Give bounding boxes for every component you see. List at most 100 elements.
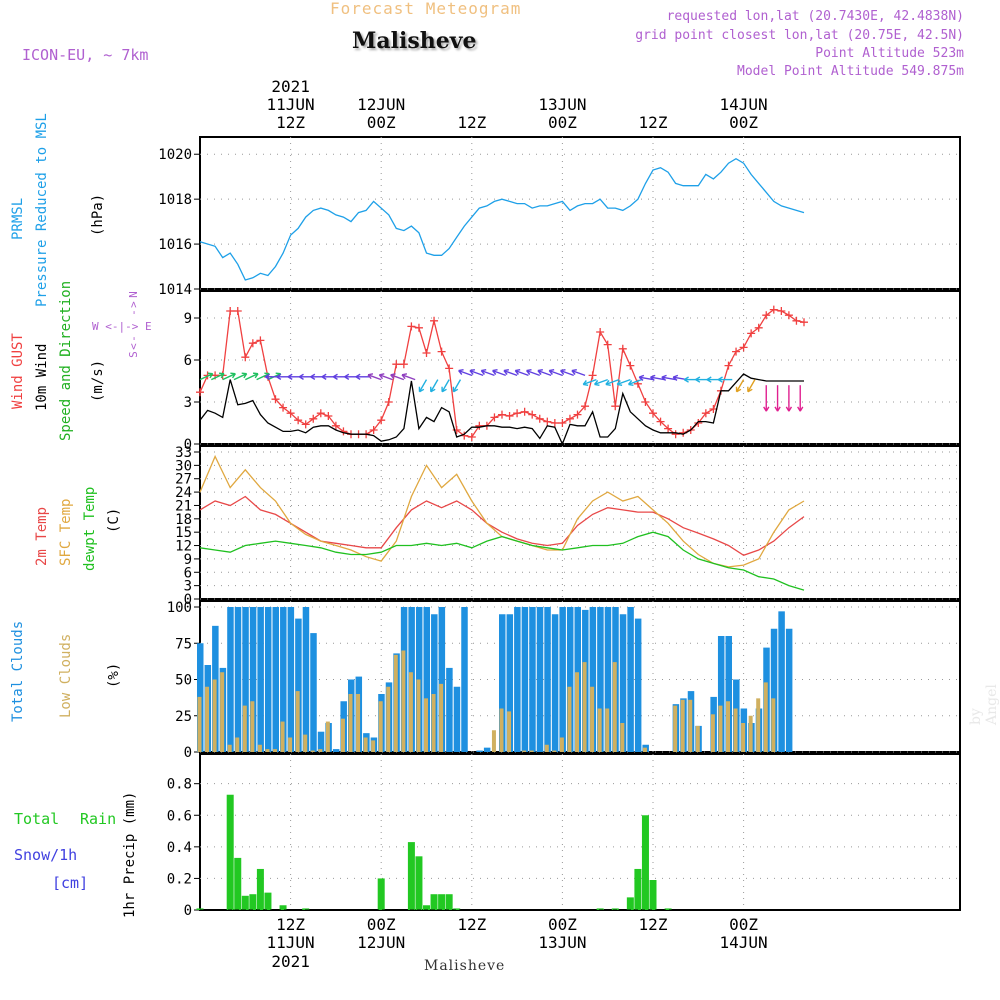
wind-arrow-head bbox=[503, 368, 509, 375]
wind-arrow-head bbox=[717, 376, 723, 383]
total-cloud-bar bbox=[446, 667, 453, 752]
total-cloud-bar bbox=[619, 614, 627, 752]
y-tick-label: 0.6 bbox=[167, 808, 192, 824]
gust-marker bbox=[384, 398, 393, 406]
low-cloud-bar bbox=[439, 683, 444, 752]
gust-marker bbox=[649, 409, 657, 418]
wind-arrow-head bbox=[452, 386, 459, 393]
y-tick-label: 25 bbox=[175, 709, 192, 725]
y-tick-label: 0.8 bbox=[167, 777, 192, 793]
low-cloud-bar bbox=[295, 691, 300, 752]
bottom-hour-label: 00Z bbox=[548, 915, 577, 934]
total-cloud-bar bbox=[717, 636, 725, 752]
rain-bar bbox=[241, 895, 249, 910]
low-cloud-bar bbox=[205, 686, 210, 752]
rain-bar bbox=[430, 894, 438, 910]
low-cloud-bar bbox=[212, 679, 217, 752]
temp-dew-label: dewpt Temp bbox=[82, 486, 98, 571]
wind-arrow bbox=[256, 373, 270, 381]
total-cloud-bar bbox=[529, 607, 536, 752]
wind-arrow-head bbox=[514, 368, 521, 375]
wind-arrow bbox=[390, 374, 405, 381]
low-cloud-bar bbox=[386, 686, 391, 752]
low-cloud-bar bbox=[718, 705, 723, 752]
gust-marker bbox=[618, 344, 627, 353]
total-cloud-bar bbox=[249, 607, 257, 752]
y-tick-label: 0 bbox=[184, 903, 192, 919]
wind-arrow-head bbox=[401, 373, 408, 380]
wind-arrow bbox=[441, 379, 450, 393]
gust-marker bbox=[301, 420, 310, 429]
gust-marker bbox=[671, 430, 680, 439]
gust-marker bbox=[422, 349, 431, 357]
top-hour-label: 00Z bbox=[367, 113, 396, 132]
footer-location: Malisheve bbox=[424, 958, 506, 974]
gust-marker bbox=[316, 409, 325, 418]
bottom-date-label: 13JUN bbox=[538, 933, 586, 952]
wind-arrow-head bbox=[378, 373, 385, 380]
series-line-10m-wind bbox=[199, 373, 804, 446]
gust-marker bbox=[377, 416, 386, 425]
low-cloud-bar bbox=[748, 715, 753, 752]
gust-marker bbox=[762, 311, 771, 320]
low-cloud-bar bbox=[424, 698, 428, 752]
low-cloud-bar bbox=[612, 662, 617, 752]
low-cloud-bar bbox=[250, 701, 255, 752]
gust-marker bbox=[392, 360, 401, 369]
bottom-hour-label: 12Z bbox=[639, 915, 668, 934]
rain-bar bbox=[226, 794, 234, 910]
total-cloud-bar bbox=[597, 607, 604, 752]
low-cloud-bar bbox=[620, 723, 625, 752]
gust-marker bbox=[445, 364, 454, 373]
gust-marker bbox=[520, 407, 529, 416]
gust-marker bbox=[498, 410, 506, 419]
gust-marker bbox=[792, 316, 801, 325]
wind-arrow bbox=[537, 369, 552, 377]
rain-bar bbox=[611, 908, 619, 910]
snow-label: Snow/1h bbox=[14, 846, 78, 864]
wind-arrow-head bbox=[706, 376, 712, 383]
low-cloud-bar bbox=[273, 749, 277, 752]
wind-arrow-head bbox=[355, 373, 361, 380]
wind-arrow bbox=[401, 374, 416, 381]
y-tick-label: 50 bbox=[175, 673, 192, 689]
low-cloud-bar bbox=[325, 721, 330, 752]
gust-marker bbox=[573, 410, 582, 419]
wind-arrow-head bbox=[571, 368, 577, 375]
series-line-prmsl bbox=[199, 157, 805, 281]
wind-arrow bbox=[367, 374, 382, 381]
wind-arrow bbox=[515, 369, 529, 377]
low-cloud-bar bbox=[763, 682, 768, 752]
wind-arrow-head bbox=[616, 380, 623, 387]
total-cloud-bar bbox=[521, 607, 529, 752]
bottom-hour-label: 00Z bbox=[729, 915, 758, 934]
total-cloud-bar bbox=[476, 750, 483, 752]
total-cloud-bar bbox=[272, 607, 279, 752]
wind-unit: (m/s) bbox=[90, 359, 106, 402]
rain-bar bbox=[438, 894, 446, 910]
wind-arrow bbox=[571, 369, 586, 377]
low-cloud-bar bbox=[242, 705, 247, 752]
rain-bar bbox=[196, 908, 204, 910]
cloud-unit: (%) bbox=[106, 662, 122, 688]
wind-arrow bbox=[650, 376, 665, 381]
cloud-total-label: Total Clouds bbox=[10, 620, 26, 722]
low-cloud-bar bbox=[642, 747, 647, 752]
total-cloud-bar bbox=[438, 607, 446, 752]
wind-arrow-head bbox=[638, 374, 645, 381]
gust-marker bbox=[550, 419, 559, 427]
y-tick-label: 0 bbox=[184, 592, 192, 608]
gust-marker bbox=[475, 421, 484, 430]
panel-frame bbox=[199, 290, 961, 445]
rain-bar bbox=[649, 880, 657, 910]
gust-marker bbox=[641, 398, 650, 406]
low-cloud-bar bbox=[567, 686, 572, 752]
gust-marker bbox=[399, 360, 408, 369]
bottom-date-label: 12JUN bbox=[357, 933, 405, 952]
y-tick-label: 27 bbox=[175, 472, 192, 488]
gust-marker bbox=[596, 328, 605, 336]
wind-arrow-head bbox=[207, 372, 214, 379]
bottom-year-label: 2021 bbox=[271, 952, 310, 971]
gust-marker bbox=[196, 388, 204, 397]
